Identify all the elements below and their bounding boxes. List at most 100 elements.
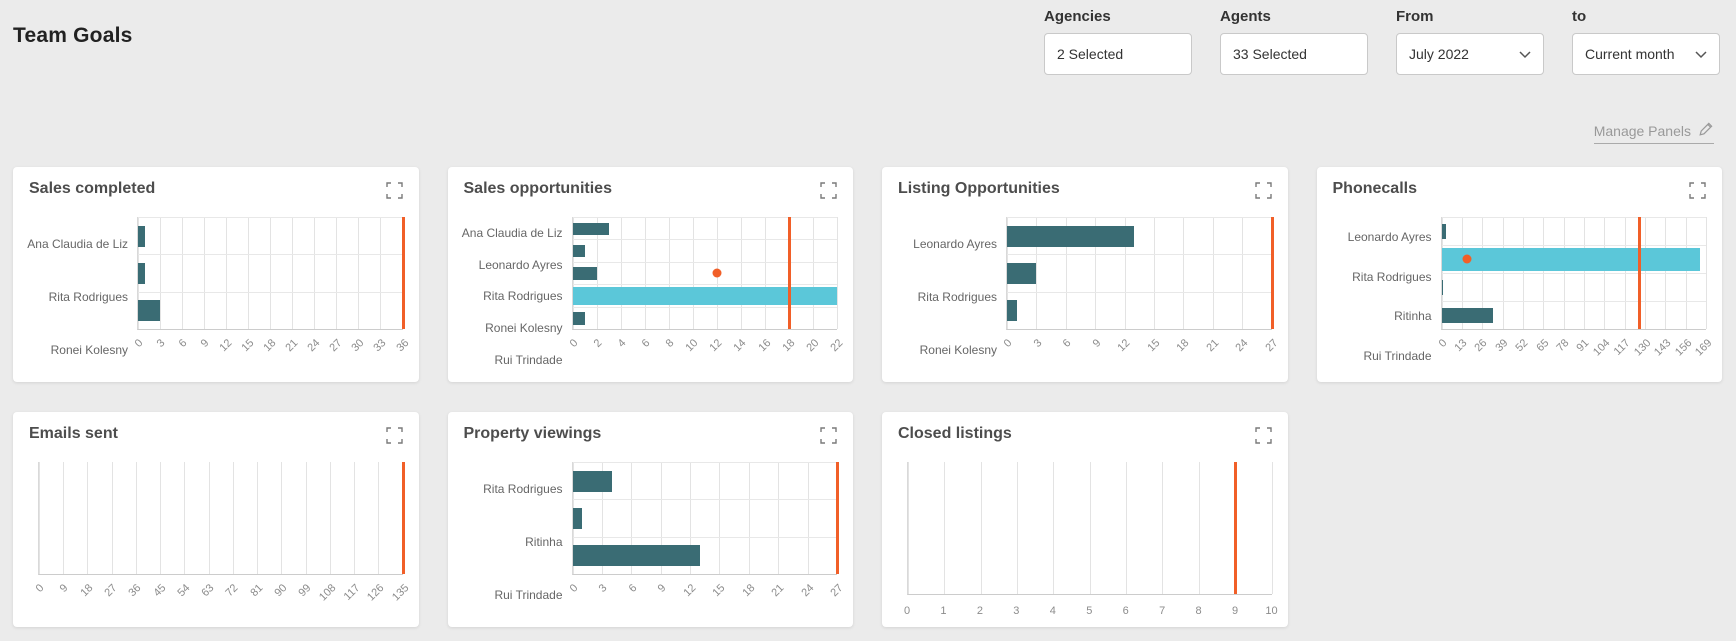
- tick-label: 16: [755, 337, 774, 355]
- chart-emails-sent: 0 9 18 27 36 45 54 63 72 81 90 99 108 117 126 135: [29, 462, 411, 621]
- gridline: [944, 462, 946, 594]
- goal-dot: [1462, 254, 1472, 264]
- tick-label: 10: [683, 337, 701, 355]
- tick-label: 143: [1652, 337, 1674, 359]
- highlight-bar[interactable]: [1441, 248, 1700, 271]
- filter-label-from: From: [1396, 8, 1434, 25]
- tick-label: 63: [199, 582, 217, 600]
- bar[interactable]: [1007, 262, 1037, 285]
- plot-area: [1006, 217, 1274, 330]
- highlight-bar[interactable]: [572, 286, 837, 305]
- bar[interactable]: [1007, 300, 1017, 322]
- target-line: [1637, 217, 1641, 329]
- gridline: [160, 217, 162, 329]
- target-line: [1270, 217, 1274, 329]
- bar[interactable]: [572, 312, 585, 325]
- gridline: [1162, 462, 1164, 594]
- filter-select-agencies[interactable]: 2 Selected: [1044, 33, 1192, 75]
- tick-label: 36: [126, 582, 144, 600]
- target-line: [401, 462, 405, 574]
- bar[interactable]: [1441, 223, 1447, 240]
- gridline: [204, 217, 206, 329]
- category-label: Ana Claudia de Liz: [27, 236, 128, 251]
- tick-label: 18: [261, 337, 279, 355]
- gridline: [660, 462, 662, 574]
- plot-area: [1440, 217, 1707, 330]
- expand-icon[interactable]: [385, 182, 403, 199]
- tick-label: 8: [663, 337, 677, 350]
- bar[interactable]: [1441, 279, 1443, 296]
- expand-icon[interactable]: [820, 427, 837, 444]
- tick-label: 9: [199, 337, 212, 350]
- chevron-down-icon: [1695, 46, 1707, 62]
- gridline: [778, 462, 780, 574]
- gridline: [111, 462, 113, 574]
- gridline: [601, 462, 603, 574]
- tick-label: 3: [596, 582, 610, 595]
- tick-label: 9: [1231, 605, 1239, 617]
- bar[interactable]: [1007, 225, 1135, 247]
- plot-area: [571, 217, 838, 330]
- bar[interactable]: [138, 225, 146, 247]
- expand-icon[interactable]: [820, 182, 837, 199]
- bar[interactable]: [572, 507, 583, 530]
- tick-label: 0: [903, 605, 911, 617]
- plot-area: [907, 462, 1273, 595]
- bar[interactable]: [138, 262, 146, 285]
- panel-title: Sales completed: [29, 180, 156, 197]
- gridline: [1089, 462, 1091, 594]
- bar[interactable]: [572, 244, 585, 258]
- tick-label: 33: [371, 337, 389, 355]
- chart-closed-listings: 0 1 2 3 4 5 6 7 8 9 10: [898, 462, 1278, 621]
- gridline: [270, 217, 272, 329]
- expand-icon[interactable]: [1689, 182, 1706, 199]
- gridline: [39, 462, 40, 574]
- expand-icon[interactable]: [1254, 182, 1272, 199]
- tick-label: 104: [1590, 337, 1613, 359]
- gridline: [596, 217, 598, 329]
- filter-select-agents[interactable]: 33 Selected: [1220, 33, 1368, 75]
- tick-label: 3: [154, 337, 168, 350]
- tick-label: 24: [1233, 337, 1251, 355]
- chart-property-viewings: Rita Rodrigues Ritinha Rui Trindade 0 3 6 9 12 1…: [464, 462, 845, 621]
- gridline: [1271, 462, 1273, 594]
- tick-label: 65: [1533, 337, 1552, 355]
- tick-label: 15: [1144, 337, 1162, 355]
- target-line: [836, 462, 839, 574]
- target-line: [1234, 462, 1238, 594]
- bar[interactable]: [1441, 307, 1494, 324]
- tick-label: 30: [349, 337, 367, 355]
- tick-label: 12: [707, 337, 725, 355]
- bar[interactable]: [572, 470, 612, 492]
- filter-select-from[interactable]: July 2022: [1396, 33, 1544, 75]
- manage-panels-link[interactable]: Manage Panels: [1593, 121, 1714, 144]
- expand-icon[interactable]: [385, 427, 403, 444]
- filter-to: to Current month: [1572, 8, 1720, 75]
- category-label: Rui Trindade: [494, 587, 563, 602]
- chart-sales-completed: Ana Claudia de Liz Rita Rodrigues Ronei Ko…: [27, 217, 411, 376]
- bar[interactable]: [138, 300, 161, 322]
- tick-label: 27: [327, 337, 345, 355]
- filter-select-to[interactable]: Current month: [1572, 33, 1720, 75]
- tick-label: 91: [1574, 337, 1592, 355]
- panel-phonecalls: Phonecalls Leonardo Ayres Rita Rodrigues Ri…: [1316, 167, 1722, 382]
- tick-label: 21: [769, 582, 787, 600]
- gridline: [226, 217, 228, 329]
- pencil-icon: [1698, 121, 1714, 140]
- plot-area: [38, 462, 405, 575]
- tick-label: 18: [780, 337, 798, 355]
- tick-label: 9: [57, 582, 71, 595]
- tick-label: 156: [1672, 337, 1695, 359]
- gridline: [292, 217, 294, 329]
- tick-label: 4: [615, 337, 629, 350]
- expand-icon[interactable]: [1254, 427, 1272, 444]
- bar[interactable]: [572, 267, 597, 280]
- gridline: [358, 217, 360, 329]
- gridline: [354, 462, 356, 574]
- gridline: [1017, 462, 1019, 594]
- gridline: [1065, 217, 1067, 329]
- bar[interactable]: [572, 545, 700, 567]
- bar[interactable]: [572, 222, 609, 235]
- gridline: [135, 462, 137, 574]
- tick-label: 117: [341, 582, 363, 603]
